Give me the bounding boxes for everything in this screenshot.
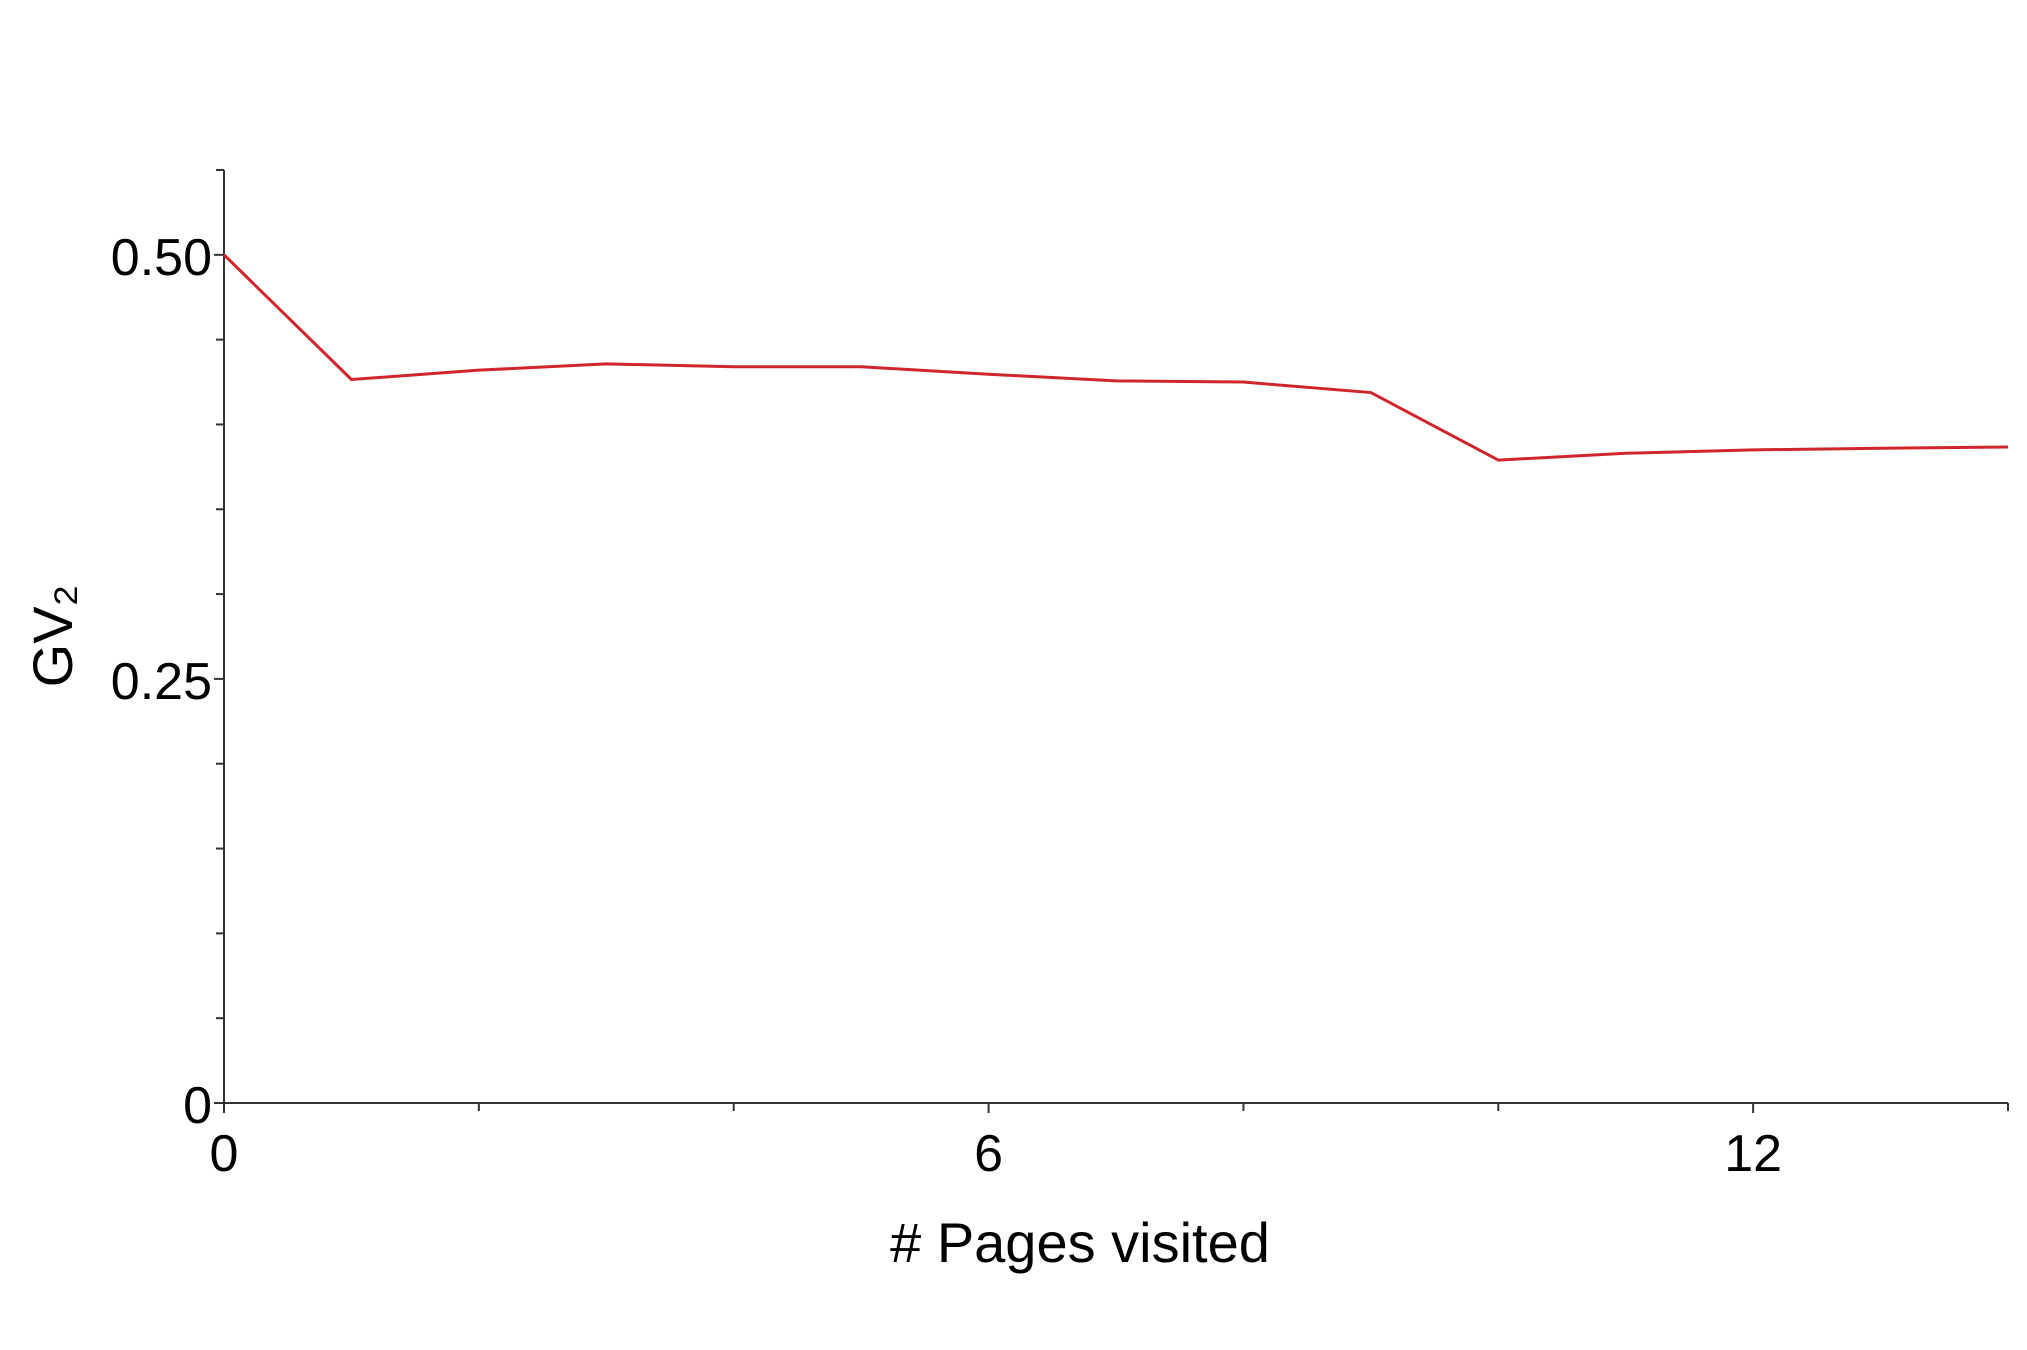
- x-tick-label: 12: [1724, 1125, 1782, 1183]
- x-axis-label: # Pages visited: [890, 1211, 1270, 1274]
- y-tick-label: 0: [183, 1077, 212, 1135]
- x-tick-label: 0: [210, 1125, 239, 1183]
- y-tick-label: 0.25: [111, 653, 212, 711]
- data-line: [222, 253, 2009, 462]
- y-axis-label: GV₂: [21, 585, 84, 688]
- y-tick-label: 0.50: [111, 229, 212, 287]
- x-tick-label: 6: [974, 1125, 1003, 1183]
